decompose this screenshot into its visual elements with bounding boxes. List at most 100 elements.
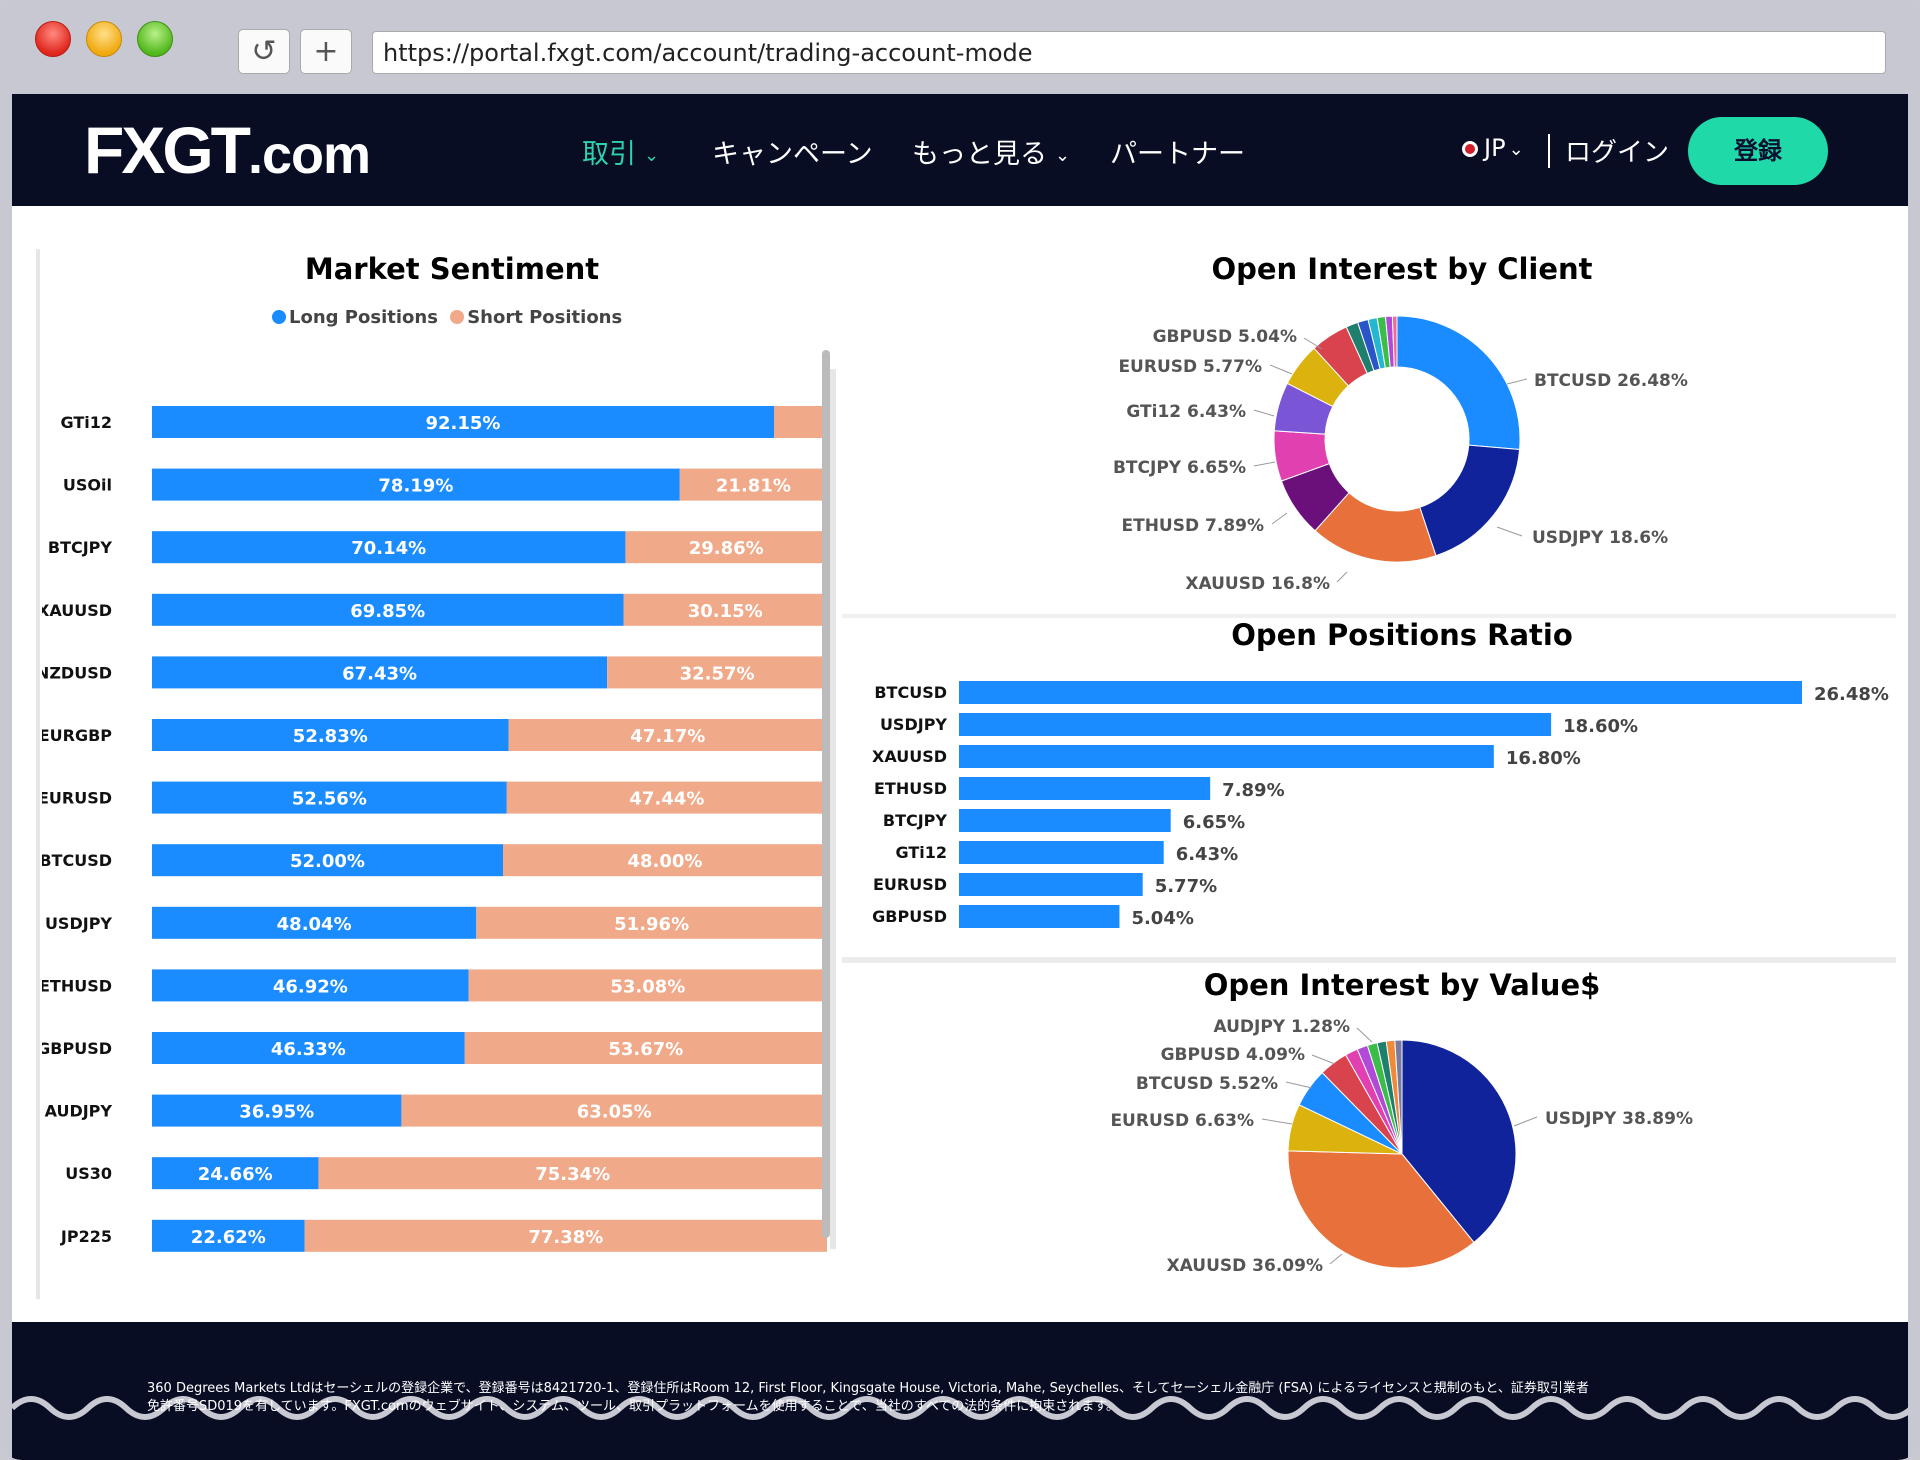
bar-value-label: 7.89% [1222,780,1284,801]
short-bar [508,719,827,751]
short-bar [625,531,827,564]
wave-edge [12,1396,1908,1420]
torn-edge-divider [12,1396,1908,1450]
web-page: FXGT.com 取引 ⌄ キャンペーン もっと見る ⌄ パートナー JP ⌄ ログイ… [12,94,1908,1460]
slice-label: BTCUSD 5.52% [1136,1074,1278,1094]
legend-short[interactable]: Short Positions [450,307,622,328]
long-bar [152,844,503,877]
short-bar [468,969,827,1002]
sentiment-scrollbar[interactable] [822,350,830,1238]
long-value-label: 46.92% [273,976,348,997]
short-bar [506,781,827,814]
label-leader-line [1506,378,1528,385]
nav-partner-label: パートナー [1110,139,1245,170]
short-bar [476,906,827,939]
label-leader-line [1303,337,1323,350]
category-label: GTi12 [895,843,947,862]
chevron-down-icon: ⌄ [644,145,660,166]
japan-flag-icon [1462,141,1478,157]
long-bar [152,906,477,939]
category-label: USDJPY [880,715,947,734]
legend-short-label: Short Positions [467,307,623,328]
short-bar [623,593,827,626]
long-value-label: 24.66% [198,1164,273,1185]
long-value-label: 69.85% [350,601,425,622]
maximize-window-icon[interactable] [137,21,173,57]
category-label: GBPUSD [872,907,947,926]
short-value-label: 53.08% [610,976,685,997]
long-bar [152,1157,319,1190]
long-bar [152,1219,305,1252]
legend-long[interactable]: Long Positions [272,307,438,328]
pie-slice [1401,1039,1517,1244]
ratio-bar [959,841,1164,864]
slice-label: XAUUSD 36.09% [1167,1256,1323,1276]
address-bar[interactable]: https://portal.fxgt.com/account/trading-… [372,31,1886,74]
panel-border [842,614,1896,618]
nav-trade-label: 取引 [582,139,636,170]
short-value-label: 48.00% [628,851,703,872]
site-navbar: FXGT.com 取引 ⌄ キャンペーン もっと見る ⌄ パートナー JP ⌄ ログイ… [12,94,1908,206]
label-leader-line [1253,409,1275,417]
sentiment-legend: Long Positions Short Positions [272,307,622,328]
minimize-window-icon[interactable] [86,21,122,57]
short-value-label: 53.67% [608,1039,683,1060]
pie-slice [1287,1150,1475,1269]
site-logo[interactable]: FXGT.com [84,112,371,188]
label-leader-line [1496,526,1523,537]
plus-icon[interactable]: + [300,29,352,74]
bar-value-label: 18.60% [1563,716,1638,737]
ratio-bar [959,681,1802,704]
long-bar [152,969,469,1002]
category-label: BTCJPY [48,538,113,557]
wave-shape [12,1407,1908,1450]
nav-item-partner[interactable]: パートナー [1110,132,1245,171]
value-pie-title: Open Interest by Value$ [1203,968,1601,1002]
logo-main: FXGT [84,113,251,187]
long-value-label: 70.14% [351,538,426,559]
short-value-label: 32.57% [680,663,755,684]
category-label: EURGBP [42,726,112,745]
long-value-label: 78.19% [378,476,453,497]
language-selector[interactable]: JP ⌄ [1462,134,1524,162]
long-value-label: 67.43% [342,663,417,684]
short-bar [607,656,827,689]
register-button[interactable]: 登録 [1688,117,1828,185]
nav-item-more[interactable]: もっと見る ⌄ [912,132,1070,171]
ratio-bar [959,873,1143,896]
slice-label: BTCUSD 26.48% [1534,371,1688,391]
panel-border [842,957,1896,963]
long-bar [152,406,775,438]
short-value-label: 47.44% [629,789,704,810]
label-leader-line [1329,1253,1343,1265]
long-bar [152,1094,402,1127]
category-label: BTCUSD [42,851,112,870]
pie-slice [1396,315,1521,451]
login-link[interactable]: ログイン [1565,138,1670,168]
ratio-bar [959,777,1211,800]
close-window-icon[interactable] [35,21,71,57]
short-value-label: 51.96% [614,914,689,935]
short-value-label: 77.38% [528,1227,603,1248]
long-value-label: 52.56% [292,789,367,810]
slice-label: ETHUSD 7.89% [1122,516,1265,536]
category-label: ETHUSD [42,976,112,995]
category-label: GBPUSD [42,1039,112,1058]
category-label: ETHUSD [874,779,947,798]
slice-label: USDJPY 18.6% [1532,528,1668,548]
slice-label: GBPUSD 4.09% [1161,1045,1305,1065]
nav-item-trade[interactable]: 取引 ⌄ [582,132,659,171]
bar-value-label: 5.04% [1131,908,1193,929]
long-value-label: 92.15% [426,413,501,434]
panel-border [830,369,836,1249]
long-value-label: 52.83% [293,726,368,747]
nav-item-campaign[interactable]: キャンペーン [712,132,873,171]
language-label: JP [1484,134,1506,162]
footer-line-2: 免許番号SD019を有しています。FXGT.comのウェブサイト、システム、ツー… [147,1399,1119,1414]
reload-icon[interactable]: ↺ [238,29,290,74]
slice-label: BTCJPY 6.65% [1113,458,1246,478]
long-bar [152,1032,465,1064]
long-bar [152,531,626,564]
label-leader-line [1513,1116,1538,1127]
